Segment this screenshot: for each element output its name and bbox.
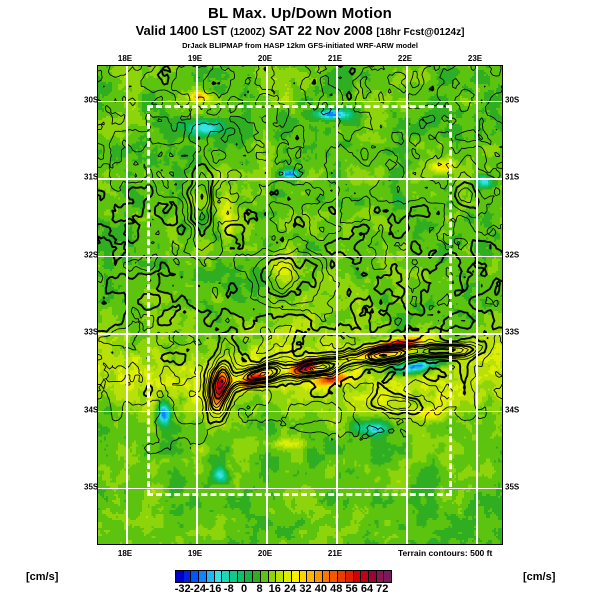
colorbar-segment — [345, 571, 354, 582]
colorbar-tick-label: 24 — [284, 583, 297, 595]
graticule-layer — [98, 66, 502, 544]
lat-label-left: 31S — [84, 172, 99, 182]
lat-label-right: 31S — [505, 172, 520, 182]
colorbar-segment — [222, 571, 231, 582]
lon-label-top: 18E — [117, 54, 133, 63]
colorbar-tick-label: 64 — [360, 583, 374, 595]
lat-label-left: 33S — [84, 327, 99, 337]
colorbar-tick-label: 16 — [268, 583, 281, 595]
colorbar-segment — [376, 571, 385, 582]
colorbar-segment — [260, 571, 269, 582]
lat-label-left: 34S — [84, 405, 99, 414]
colorbar-segment — [368, 571, 377, 582]
valid-time-line: Valid 1400 LST (1200Z) SAT 22 Nov 2008 [… — [0, 23, 600, 40]
forecast-domain-box — [147, 104, 452, 496]
colorbar-segment — [291, 571, 300, 582]
model-source-line: DrJack BLIPMAP from HASP 12km GFS-initia… — [182, 41, 418, 50]
lon-label-top: 23E — [467, 54, 483, 63]
lon-label-bottom: 19E — [187, 549, 203, 558]
lat-label-left: 30S — [84, 95, 99, 105]
colorbar-segment — [353, 571, 362, 582]
colorbar-segment — [191, 571, 200, 582]
map-frame — [97, 65, 503, 545]
colorbar-ticks: -32 -24 -16 -8 0 8 16 24 32 40 48 56 64 72 — [175, 583, 392, 597]
lon-label-top: 21E — [327, 54, 343, 63]
lon-label-top: 19E — [187, 54, 203, 63]
lon-label-bottom: 18E — [117, 549, 133, 558]
terrain-contour-note: Terrain contours: 500 ft — [398, 548, 493, 558]
valid-time-date: SAT 22 Nov 2008 — [268, 23, 373, 38]
colorbar-tick-label: 72 — [376, 583, 389, 595]
colorbar-segment — [237, 571, 246, 582]
colorbar-segment — [206, 571, 215, 582]
valid-time-utc: (1200Z) — [230, 27, 266, 38]
lon-label-top: 20E — [257, 54, 273, 63]
colorbar-segment — [330, 571, 339, 582]
lon-label-top: 22E — [397, 54, 413, 63]
colorbar-segment — [322, 571, 331, 582]
lat-label-right: 35S — [505, 482, 520, 492]
lat-label-left: 35S — [84, 482, 99, 492]
colorbar-gradient — [175, 570, 392, 583]
colorbar-tick-label: -24 — [190, 583, 206, 595]
colorbar-unit-right: [cm/s] — [523, 571, 556, 583]
colorbar-tick-label: 0 — [241, 583, 248, 595]
colorbar-segment — [307, 571, 315, 582]
colorbar-segment — [245, 571, 254, 582]
colorbar-tick-label: -8 — [223, 583, 234, 595]
valid-time-main: Valid 1400 LST — [135, 23, 227, 38]
colorbar-tick-label: 32 — [299, 583, 312, 595]
lat-label-right: 32S — [505, 250, 520, 260]
page-title: BL Max. Up/Down Motion — [207, 5, 393, 22]
colorbar-segment — [284, 571, 292, 582]
colorbar-legend: [cm/s] -32 -24 -16 -8 0 8 16 24 32 40 48 56 64 72 [cm… — [0, 566, 600, 600]
colorbar-segment — [183, 571, 192, 582]
colorbar-segment — [230, 571, 238, 582]
lat-label-left: 32S — [84, 250, 99, 260]
colorbar-segment — [253, 571, 261, 582]
colorbar-segment — [384, 571, 392, 582]
title-block: BL Max. Up/Down Motion Valid 1400 LST (1… — [0, 6, 600, 51]
lon-label-bottom: 21E — [327, 549, 343, 558]
colorbar-segment — [276, 571, 285, 582]
colorbar-segment — [214, 571, 223, 582]
colorbar-segment — [338, 571, 346, 582]
lon-label-bottom: 20E — [257, 549, 273, 558]
vertical-motion-field — [98, 66, 502, 544]
colorbar-tick-label: -16 — [205, 583, 222, 595]
colorbar-unit-left: [cm/s] — [26, 571, 59, 583]
colorbar-segment — [199, 571, 207, 582]
lat-label-right: 34S — [505, 405, 520, 414]
colorbar-tick-label: 40 — [314, 583, 328, 595]
colorbar-segment — [268, 571, 277, 582]
colorbar-tick-label: 56 — [345, 583, 358, 595]
colorbar-segment — [176, 571, 184, 582]
forecast-hour: [18hr Fcst@0124z] — [376, 27, 465, 38]
colorbar-tick-label: 48 — [330, 583, 343, 595]
lat-label-right: 30S — [505, 95, 520, 105]
colorbar-segment — [314, 571, 323, 582]
colorbar-tick-label: -32 — [174, 583, 191, 595]
colorbar-segment — [299, 571, 308, 582]
lat-label-right: 33S — [505, 327, 520, 337]
colorbar-tick-label: 8 — [256, 583, 263, 595]
colorbar-segment — [361, 571, 369, 582]
